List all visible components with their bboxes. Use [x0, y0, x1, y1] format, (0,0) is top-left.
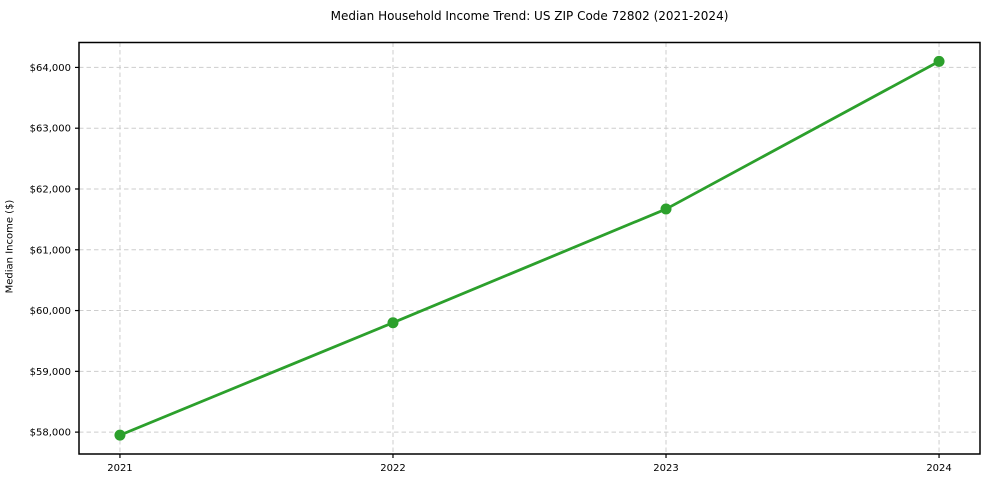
trend-line: [119, 60, 940, 437]
axes-frame: [78, 41, 981, 455]
y-tick-label: $63,000: [30, 124, 71, 135]
y-tick-label: $62,000: [30, 184, 71, 195]
chart-title: Median Household Income Trend: US ZIP Co…: [330, 9, 729, 23]
y-tick-label: $64,000: [30, 63, 71, 74]
y-tick-label: $61,000: [30, 245, 71, 256]
data-point-marker: [114, 429, 126, 441]
data-point-marker: [933, 55, 945, 67]
data-point-marker: [660, 203, 672, 215]
x-tick-label: 2023: [653, 463, 678, 474]
y-tick-label: $59,000: [30, 367, 71, 378]
data-point-marker: [387, 317, 399, 329]
x-tick-label: 2022: [380, 463, 405, 474]
x-tick-label: 2024: [926, 463, 951, 474]
y-tick-label: $60,000: [30, 306, 71, 317]
x-tick-label: 2021: [107, 463, 132, 474]
y-tick-label: $58,000: [30, 428, 71, 439]
